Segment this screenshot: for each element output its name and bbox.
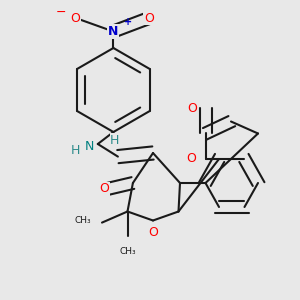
Text: O: O <box>144 11 154 25</box>
Text: O: O <box>186 152 196 166</box>
Text: +: + <box>124 17 132 27</box>
Text: O: O <box>100 182 109 196</box>
Text: N: N <box>108 25 118 38</box>
Text: O: O <box>187 101 197 115</box>
Text: H: H <box>70 143 80 157</box>
Text: O: O <box>148 226 158 239</box>
Text: N: N <box>85 140 94 154</box>
Text: H: H <box>110 134 120 147</box>
Text: −: − <box>56 5 67 19</box>
Text: CH₃: CH₃ <box>119 248 136 256</box>
Text: O: O <box>71 11 80 25</box>
Text: CH₃: CH₃ <box>75 216 92 225</box>
